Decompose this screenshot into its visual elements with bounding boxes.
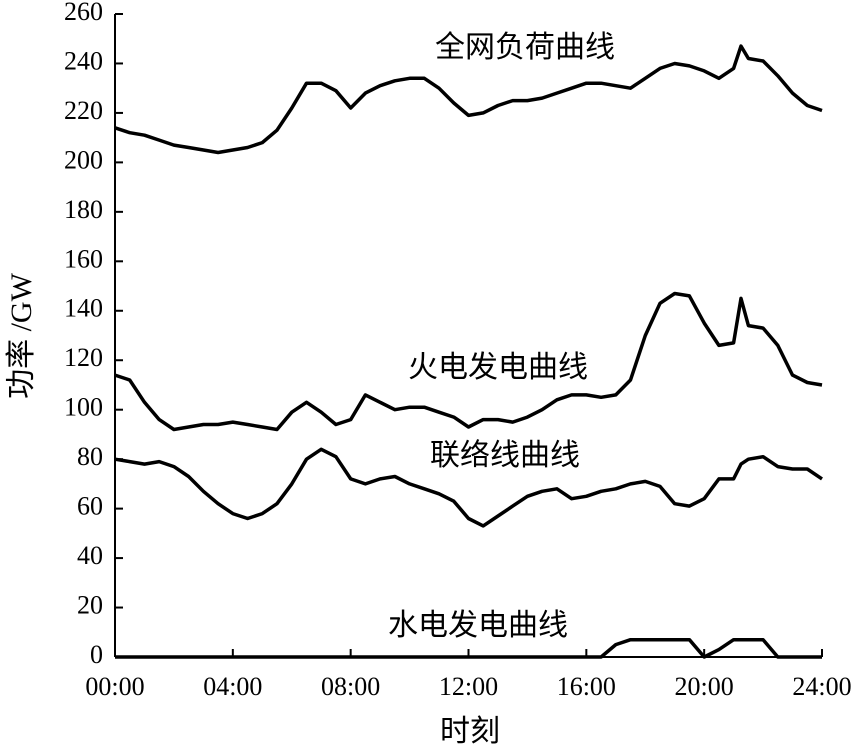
x-tick-label: 16:00	[557, 672, 616, 701]
y-tick-label: 260	[64, 0, 103, 26]
series-line	[114, 447, 823, 528]
x-tick-label: 04:00	[203, 672, 262, 701]
series-label: 火电发电曲线	[408, 351, 588, 384]
y-tick-label: 140	[64, 294, 103, 323]
x-tick-label: 00:00	[85, 672, 144, 701]
x-tick-label: 20:00	[675, 672, 734, 701]
y-tick-label: 100	[64, 393, 103, 422]
y-tick-label: 0	[90, 640, 103, 669]
series-label: 全网负荷曲线	[435, 31, 615, 64]
y-tick-label: 120	[64, 343, 103, 372]
y-tick-label: 180	[64, 195, 103, 224]
y-tick-label: 60	[77, 492, 103, 521]
series-line	[115, 637, 822, 659]
x-axis-label: 时刻	[440, 715, 500, 748]
x-tick-label: 08:00	[321, 672, 380, 701]
y-tick-label: 240	[64, 46, 103, 75]
y-tick-label: 80	[77, 442, 103, 471]
y-tick-label: 220	[64, 96, 103, 125]
series-label: 联络线曲线	[430, 439, 580, 472]
y-tick-label: 20	[77, 591, 103, 620]
series-label: 水电发电曲线	[388, 609, 568, 642]
series-line	[114, 44, 823, 155]
y-tick-label: 40	[77, 541, 103, 570]
x-tick-label: 24:00	[792, 672, 851, 701]
y-tick-label: 160	[64, 244, 103, 273]
y-tick-label: 200	[64, 145, 103, 174]
x-tick-label: 12:00	[439, 672, 498, 701]
y-axis-label: 功率 /GW	[5, 272, 38, 398]
series-line	[114, 291, 823, 432]
